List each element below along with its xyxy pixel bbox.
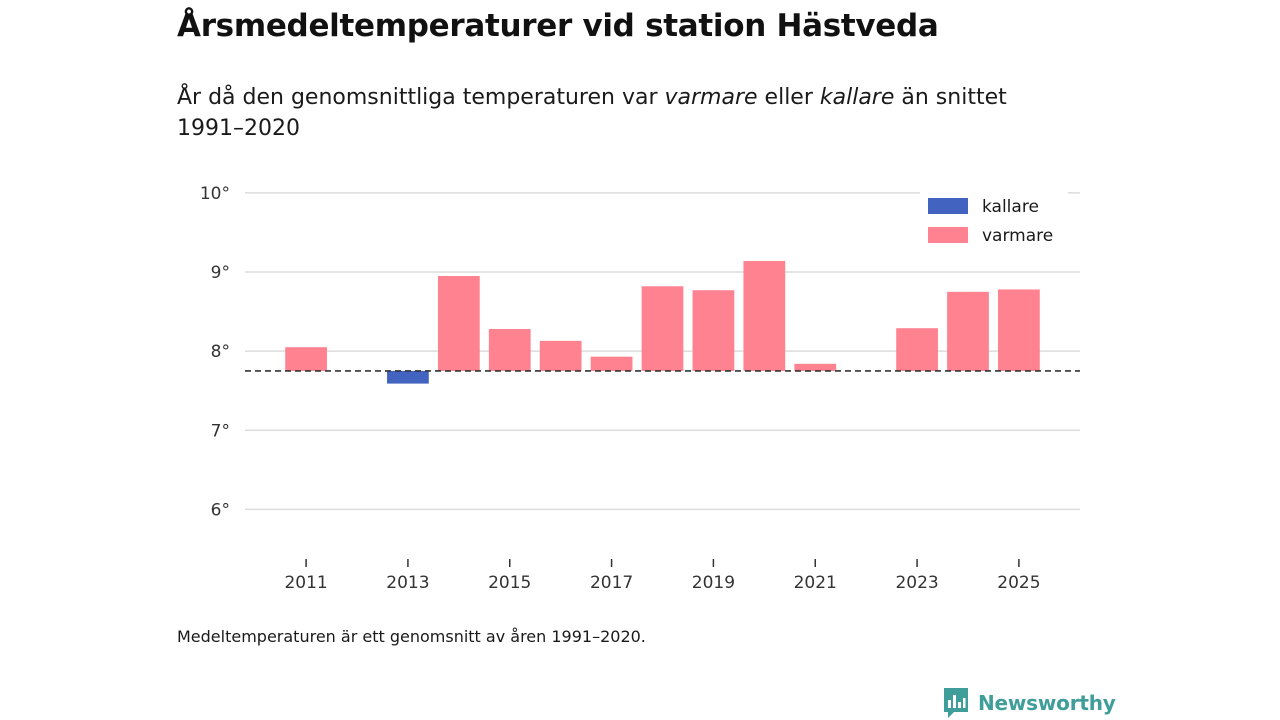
y-tick-label-6: 6° bbox=[211, 500, 230, 520]
y-axis: 6° 7° 8° 9° 10° bbox=[200, 184, 230, 520]
legend-swatch-varmare bbox=[928, 227, 968, 243]
bar-2011 bbox=[285, 347, 327, 371]
x-tick-label-2023: 2023 bbox=[895, 573, 938, 593]
x-tick-label-2011: 2011 bbox=[284, 573, 327, 593]
y-tick-label-8: 8° bbox=[211, 342, 230, 362]
bar-2019 bbox=[692, 290, 735, 371]
bar-2018 bbox=[641, 286, 684, 371]
y-tick-label-9: 9° bbox=[211, 263, 230, 283]
brand-name: Newsworthy bbox=[978, 691, 1116, 715]
subtitle-emphasis-colder: kallare bbox=[819, 85, 895, 110]
newsworthy-logo-icon bbox=[944, 688, 968, 718]
subtitle-emphasis-warmer: varmare bbox=[664, 85, 758, 110]
bar-2020 bbox=[743, 260, 786, 371]
x-tick-label-2013: 2013 bbox=[386, 573, 429, 593]
brand-logo[interactable]: Newsworthy bbox=[942, 686, 1116, 720]
legend: kallare varmare bbox=[920, 190, 1068, 252]
subtitle-text-1: År då den genomsnittliga temperaturen va… bbox=[177, 85, 665, 110]
bar-2016 bbox=[539, 340, 582, 371]
bar-2017 bbox=[590, 356, 633, 371]
x-tick-label-2019: 2019 bbox=[692, 573, 735, 593]
bar-2023 bbox=[896, 328, 938, 371]
bar-2014 bbox=[437, 275, 480, 371]
x-tick-label-2015: 2015 bbox=[488, 573, 531, 593]
x-tick-label-2025: 2025 bbox=[997, 573, 1040, 593]
legend-label-varmare: varmare bbox=[982, 226, 1053, 246]
subtitle-text-2: eller bbox=[757, 85, 820, 110]
gridlines bbox=[245, 192, 1080, 511]
footnote: Medeltemperaturen är ett genomsnitt av å… bbox=[177, 627, 646, 646]
x-tick-label-2017: 2017 bbox=[590, 573, 633, 593]
x-axis: 2011 2013 2015 2017 2019 2021 2023 2025 bbox=[284, 559, 1041, 593]
bar-2024 bbox=[947, 291, 989, 371]
bar-2021 bbox=[794, 363, 837, 371]
bar-2015 bbox=[488, 329, 531, 371]
bar-2025 bbox=[998, 289, 1040, 371]
subtitle-text-3: än snittet 1991–2020 bbox=[177, 85, 1007, 141]
chart-subtitle: År då den genomsnittliga temperaturen va… bbox=[177, 82, 1057, 144]
bar-2013 bbox=[387, 370, 429, 384]
chart-title: Årsmedeltemperaturer vid station Hästved… bbox=[177, 8, 939, 44]
y-tick-label-10: 10° bbox=[200, 184, 230, 204]
x-tick-label-2021: 2021 bbox=[794, 573, 837, 593]
legend-swatch-kallare bbox=[928, 198, 968, 214]
legend-label-kallare: kallare bbox=[982, 197, 1039, 217]
bars bbox=[285, 260, 1040, 384]
y-tick-label-7: 7° bbox=[211, 421, 230, 441]
